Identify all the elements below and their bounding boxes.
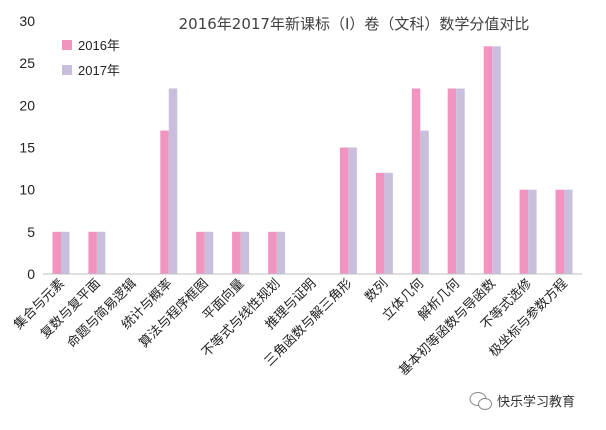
bar-series-1 (411, 88, 421, 274)
bars-group (52, 46, 573, 274)
y-tick-label: 0 (27, 266, 35, 282)
bar-series-2 (240, 231, 250, 274)
y-tick-label: 30 (19, 13, 35, 29)
bar-series-1 (339, 147, 349, 274)
y-axis: 0 5 10 15 20 25 30 (19, 13, 35, 282)
legend: 2016年 2017年 (62, 38, 120, 78)
bar-series-1 (160, 130, 169, 274)
bar-series-1 (375, 172, 385, 274)
watermark: 快乐学习教育 (469, 392, 575, 410)
bar-series-2 (348, 147, 357, 274)
bar-series-1 (52, 231, 61, 274)
bar-series-2 (564, 189, 573, 274)
bar-series-1 (268, 231, 277, 274)
bar-series-1 (519, 189, 529, 274)
y-tick-label: 25 (19, 55, 35, 71)
y-tick-label: 10 (19, 182, 35, 198)
bar-series-2 (384, 172, 393, 274)
y-tick-label: 20 (19, 97, 35, 113)
watermark-text: 快乐学习教育 (497, 394, 575, 410)
bar-series-2 (456, 88, 465, 274)
bar-series-1 (88, 231, 97, 274)
legend-swatch (62, 65, 72, 75)
bar-series-1 (483, 46, 493, 274)
bar-series-2 (96, 231, 106, 274)
bar-series-2 (204, 231, 214, 274)
legend-label: 2016年 (78, 38, 120, 53)
bar-series-2 (420, 130, 429, 274)
bar-series-2 (61, 231, 70, 274)
bar-series-1 (555, 189, 564, 274)
bar-series-1 (196, 231, 205, 274)
y-tick-label: 15 (19, 140, 35, 156)
bar-series-2 (492, 46, 501, 274)
bar-series-2 (276, 231, 286, 274)
bar-series-1 (232, 231, 241, 274)
chart-title: 2016年2017年新课标（Ⅰ）卷（文科）数学分值对比 (179, 15, 530, 33)
x-tick-label: 数列 (362, 276, 391, 305)
x-axis: 集合与元素复数与复平面命题与简易逻辑统计与概率算法与程序框图平面向量不等式与线性… (11, 276, 571, 379)
bar-series-2 (528, 189, 537, 274)
legend-label: 2017年 (78, 63, 120, 78)
bar-series-2 (168, 88, 178, 274)
legend-swatch (62, 40, 72, 50)
y-tick-label: 5 (27, 224, 35, 240)
bar-series-1 (447, 88, 457, 274)
wechat-icon (469, 392, 492, 410)
